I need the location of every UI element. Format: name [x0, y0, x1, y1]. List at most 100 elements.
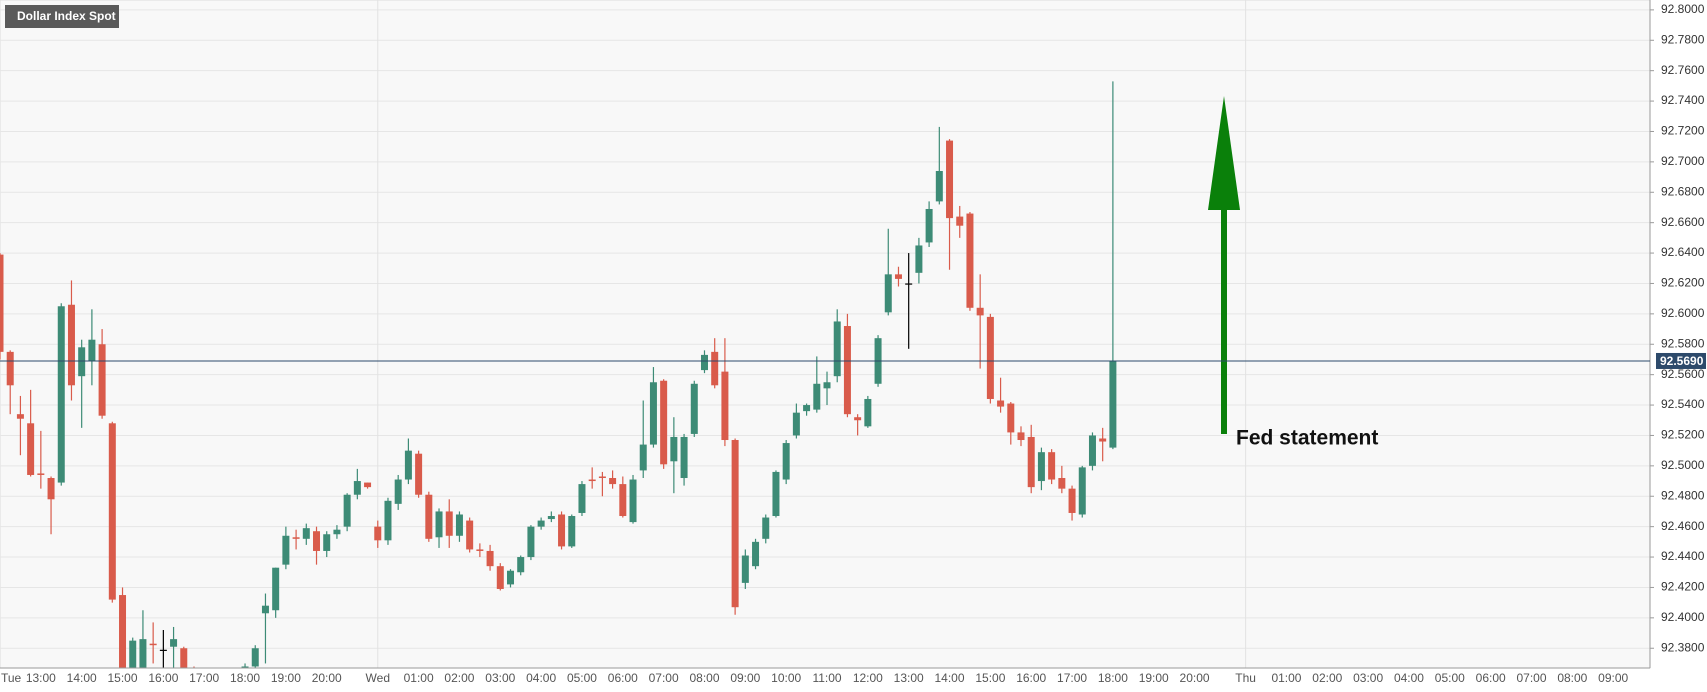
candle-body [864, 398, 872, 427]
candle-body [384, 500, 392, 541]
candle-body [792, 412, 800, 436]
y-tick-label: 92.5800 [1661, 336, 1705, 350]
candle-body [966, 213, 974, 308]
x-tick-label: 11:00 [812, 671, 841, 685]
candle-body [517, 557, 525, 573]
candle-body [394, 479, 402, 504]
x-tick-label: 07:00 [649, 671, 679, 685]
candle-body [588, 479, 596, 482]
candle-body [782, 443, 790, 480]
candle-body [843, 326, 851, 415]
candle-body [1088, 435, 1096, 466]
x-tick-label: 18:00 [230, 671, 260, 685]
plot-area [0, 0, 1651, 669]
candle-body [323, 534, 331, 551]
candle-body [1078, 467, 1086, 515]
candle-body [833, 321, 841, 377]
candle-body [292, 537, 300, 539]
candle-body [27, 423, 35, 475]
candle-body [854, 417, 862, 421]
legend-label: Dollar Index Spot [17, 9, 116, 23]
y-tick-label: 92.5000 [1661, 458, 1705, 472]
candle-body [180, 648, 188, 668]
candle-body [639, 444, 647, 471]
y-tick-label: 92.6400 [1661, 245, 1705, 259]
annotation-text: Fed statement [1236, 427, 1378, 450]
y-tick-label: 92.4800 [1661, 488, 1705, 502]
x-tick-label: 04:00 [526, 671, 556, 685]
y-tick-label: 92.7400 [1661, 93, 1705, 107]
legend-box [5, 5, 119, 28]
candle-body [374, 526, 382, 541]
grid [0, 0, 1650, 668]
candle-body [700, 354, 708, 371]
y-tick-label: 92.7200 [1661, 124, 1705, 138]
candle-body [221, 679, 228, 684]
candle-body [558, 514, 566, 547]
candle-body [986, 316, 994, 399]
y-tick-label: 92.7800 [1661, 32, 1705, 46]
candle-body [496, 566, 504, 589]
candle-body [772, 471, 780, 517]
candle-body [251, 648, 259, 667]
candle-body [1037, 452, 1045, 482]
candle-body [997, 400, 1005, 407]
x-tick-label: 06:00 [1476, 671, 1506, 685]
x-tick-label: 19:00 [1139, 671, 1169, 685]
candle-body [741, 555, 749, 583]
y-tick-label: 92.5400 [1661, 397, 1705, 411]
x-tick-label: 09:00 [730, 671, 760, 685]
candle-body [547, 516, 555, 520]
candle-body [57, 306, 65, 483]
y-tick-label: 92.4200 [1661, 580, 1705, 594]
candle-body [47, 478, 55, 500]
y-tick-label: 92.5600 [1661, 367, 1705, 381]
annotation-arrow [1208, 96, 1240, 434]
x-tick-label: 05:00 [1435, 671, 1465, 685]
candle-body [261, 605, 269, 614]
candle-body [170, 639, 178, 647]
candle-body [425, 494, 433, 539]
x-tick-label: Thu [1235, 671, 1256, 685]
candle-body [762, 517, 770, 539]
x-tick-label: 18:00 [1098, 671, 1128, 685]
candle-body [1109, 360, 1117, 448]
candle-body [752, 541, 760, 567]
y-tick-label: 92.4000 [1661, 610, 1705, 624]
candle-body [925, 208, 933, 243]
y-tick-label: 92.5200 [1661, 428, 1705, 442]
candle-body [670, 436, 678, 462]
last-price-tag [1656, 352, 1706, 369]
candle-body [598, 476, 606, 479]
x-tick-label: 16:00 [1016, 671, 1046, 685]
y-tick-label: 92.8000 [1661, 2, 1705, 16]
candle-body [139, 639, 147, 668]
candle-body [527, 526, 535, 558]
candle-body [241, 666, 249, 668]
x-tick-label: 09:00 [1598, 671, 1628, 685]
candle-body [803, 405, 811, 412]
candles [0, 81, 1117, 684]
x-tick-label: 04:00 [1394, 671, 1424, 685]
x-tick-label: 08:00 [1557, 671, 1587, 685]
x-tick-label: 15:00 [108, 671, 138, 685]
candle-body [649, 382, 657, 445]
x-tick-label: 17:00 [189, 671, 219, 685]
x-tick-label: 05:00 [567, 671, 597, 685]
x-tick-label: Tue [1, 671, 22, 685]
candle-body [568, 516, 576, 547]
y-tick-label: 92.6000 [1661, 306, 1705, 320]
x-tick-label: 12:00 [853, 671, 883, 685]
candle-body [1068, 488, 1076, 513]
candle-body [1007, 403, 1015, 433]
candle-body [619, 484, 627, 517]
candle-body [415, 453, 423, 495]
x-tick-label: 13:00 [894, 671, 924, 685]
x-tick-label: 20:00 [312, 671, 342, 685]
candle-body [507, 570, 514, 585]
x-tick-label: 02:00 [444, 671, 474, 685]
candle-body [486, 550, 494, 567]
x-tick-label: 01:00 [1271, 671, 1301, 685]
